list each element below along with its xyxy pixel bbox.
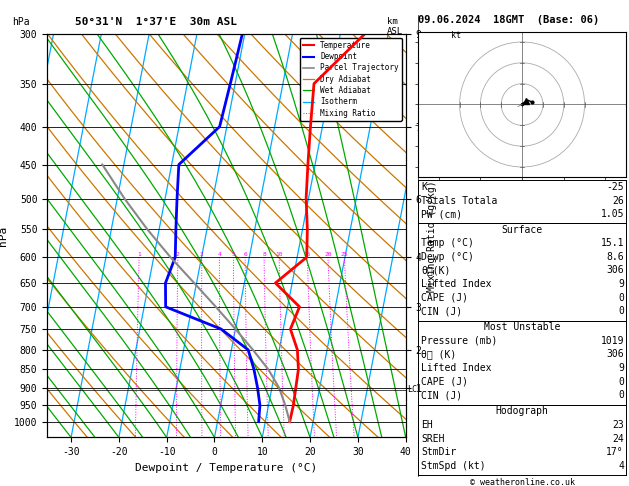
Text: Dewp (°C): Dewp (°C) [421, 252, 474, 262]
Text: Lifted Index: Lifted Index [421, 363, 492, 373]
Text: CIN (J): CIN (J) [421, 306, 462, 316]
Text: 0: 0 [618, 293, 624, 303]
Text: hPa: hPa [13, 17, 30, 27]
Text: © weatheronline.co.uk: © weatheronline.co.uk [470, 478, 574, 486]
Text: Totals Totala: Totals Totala [421, 196, 498, 206]
Text: 24: 24 [612, 434, 624, 444]
Text: 0: 0 [618, 377, 624, 387]
Text: -25: -25 [606, 182, 624, 192]
Text: 23: 23 [612, 420, 624, 430]
Text: Most Unstable: Most Unstable [484, 322, 560, 332]
X-axis label: Dewpoint / Temperature (°C): Dewpoint / Temperature (°C) [135, 463, 318, 473]
Text: StmSpd (kt): StmSpd (kt) [421, 461, 486, 471]
Text: 5: 5 [231, 252, 235, 257]
Text: 2: 2 [176, 252, 180, 257]
Text: km
ASL: km ASL [387, 17, 403, 36]
Text: Temp (°C): Temp (°C) [421, 238, 474, 248]
Y-axis label: Mixing Ratio (g/kg): Mixing Ratio (g/kg) [427, 180, 437, 292]
Text: 9: 9 [618, 363, 624, 373]
Text: 0: 0 [618, 306, 624, 316]
Text: θᴄ (K): θᴄ (K) [421, 349, 457, 360]
Text: 15: 15 [304, 252, 311, 257]
Text: 4: 4 [618, 461, 624, 471]
Text: StmDir: StmDir [421, 447, 457, 457]
Text: 1019: 1019 [601, 336, 624, 346]
Text: 50°31'N  1°37'E  30m ASL: 50°31'N 1°37'E 30m ASL [75, 17, 238, 27]
Text: 1: 1 [137, 252, 141, 257]
Text: Surface: Surface [501, 225, 543, 235]
Text: 306: 306 [606, 349, 624, 360]
Y-axis label: hPa: hPa [0, 226, 8, 246]
Text: K: K [421, 182, 427, 192]
Text: Lifted Index: Lifted Index [421, 279, 492, 289]
Text: 17°: 17° [606, 447, 624, 457]
Text: 26: 26 [612, 196, 624, 206]
Text: Hodograph: Hodograph [496, 406, 548, 417]
Text: θᴄ(K): θᴄ(K) [421, 265, 451, 276]
Text: CIN (J): CIN (J) [421, 390, 462, 400]
Text: 1.05: 1.05 [601, 209, 624, 220]
Text: CAPE (J): CAPE (J) [421, 377, 469, 387]
Text: 10: 10 [276, 252, 283, 257]
Text: 09.06.2024  18GMT  (Base: 06): 09.06.2024 18GMT (Base: 06) [418, 15, 599, 25]
Text: CAPE (J): CAPE (J) [421, 293, 469, 303]
Text: LCL: LCL [408, 385, 423, 394]
Text: 6: 6 [243, 252, 247, 257]
Text: 3: 3 [200, 252, 204, 257]
Text: 25: 25 [340, 252, 348, 257]
Text: 9: 9 [618, 279, 624, 289]
Text: kt: kt [451, 31, 461, 40]
Text: 0: 0 [618, 390, 624, 400]
Text: 15.1: 15.1 [601, 238, 624, 248]
Text: 306: 306 [606, 265, 624, 276]
Text: Pressure (mb): Pressure (mb) [421, 336, 498, 346]
Text: PW (cm): PW (cm) [421, 209, 462, 220]
Text: EH: EH [421, 420, 433, 430]
Text: 20: 20 [324, 252, 331, 257]
Legend: Temperature, Dewpoint, Parcel Trajectory, Dry Adiabat, Wet Adiabat, Isotherm, Mi: Temperature, Dewpoint, Parcel Trajectory… [299, 38, 402, 121]
Text: 4: 4 [218, 252, 221, 257]
Text: 8: 8 [262, 252, 266, 257]
Text: 8.6: 8.6 [606, 252, 624, 262]
Text: SREH: SREH [421, 434, 445, 444]
